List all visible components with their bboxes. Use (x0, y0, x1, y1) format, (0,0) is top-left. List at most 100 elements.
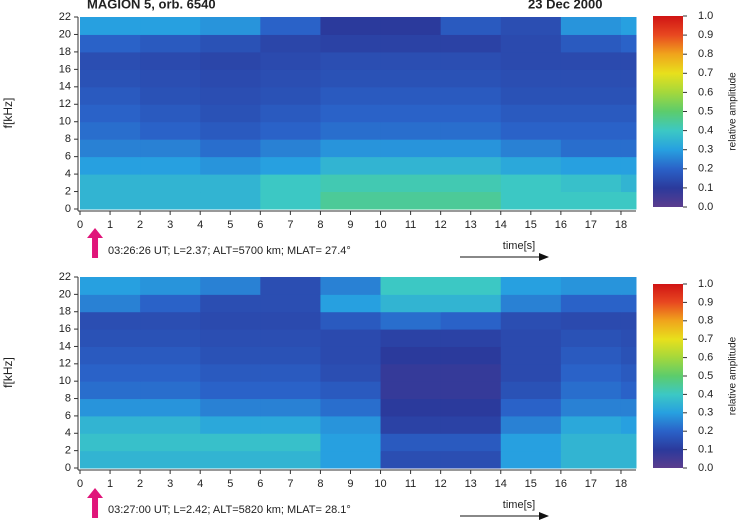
x-tick-label: 3 (167, 478, 173, 490)
x-tick-label: 0 (77, 478, 83, 490)
x-axis-label: time[s] (503, 240, 535, 252)
heatmap-cell (80, 69, 141, 88)
heatmap-cell (620, 69, 637, 88)
heatmap-cell (500, 51, 562, 70)
heatmap-cell (260, 174, 321, 193)
x-tick-label: 5 (227, 478, 233, 490)
heatmap-cell (140, 121, 201, 140)
x-tick-label: 8 (317, 219, 323, 231)
heatmap-cell (440, 104, 502, 123)
heatmap-cell (380, 139, 442, 158)
heatmap-cell (260, 346, 321, 365)
heatmap-cell (440, 329, 502, 347)
heatmap-cell (140, 311, 201, 330)
heatmap-cell (500, 174, 562, 193)
heatmap-cell (500, 34, 562, 53)
heatmap-cell (320, 156, 382, 175)
heatmap-cell (620, 86, 637, 105)
heatmap-cell (140, 450, 201, 469)
colorbar-label: relative amplitude (728, 72, 739, 151)
x-axis-label: time[s] (503, 499, 535, 511)
heatmap-cell (200, 121, 261, 140)
heatmap-cell (440, 191, 502, 210)
heatmap-cell (440, 346, 502, 365)
heatmap-cell (620, 363, 637, 382)
x-tick-label: 9 (347, 478, 353, 490)
chart-date: 23 Dec 2000 (528, 0, 602, 11)
heatmap-cell (140, 277, 201, 295)
heatmap-cell (380, 363, 442, 382)
heatmap-cell (320, 277, 382, 295)
heatmap-cell (80, 121, 141, 140)
heatmap-cell (200, 174, 261, 193)
y-axis-label: f[kHz] (1, 98, 15, 129)
heatmap-cell (320, 69, 382, 88)
y-tick-label: 22 (59, 11, 71, 23)
y-tick-label: 4 (65, 168, 71, 180)
heatmap-cell (440, 381, 502, 400)
heatmap-cell (560, 329, 622, 347)
x-tick-label: 13 (465, 219, 477, 231)
heatmap-cell (80, 398, 141, 417)
heatmap-cell (200, 415, 261, 434)
colorbar-tick-label: 0.2 (698, 425, 713, 437)
heatmap-cell (440, 311, 502, 330)
y-tick-label: 10 (59, 116, 71, 128)
heatmap-cell (200, 363, 261, 382)
heatmap-cell (440, 398, 502, 417)
heatmap-cell (620, 51, 637, 70)
heatmap-cell (560, 156, 622, 175)
x-tick-label: 11 (405, 478, 416, 490)
heatmap-cell (500, 398, 562, 417)
y-tick-label: 12 (59, 98, 71, 110)
heatmap-cell (260, 398, 321, 417)
heatmap-cell (380, 86, 442, 105)
heatmap-cell (560, 34, 622, 53)
heatmap-cell (200, 156, 261, 175)
heatmap-cell (140, 346, 201, 365)
x-tick-label: 1 (107, 478, 113, 490)
heatmap-cell (80, 329, 141, 347)
heatmap-cell (80, 191, 141, 210)
heatmap-cell (380, 277, 442, 295)
heatmap-cell (80, 450, 141, 469)
heatmap-cell (500, 139, 562, 158)
heatmap-cell (320, 381, 382, 400)
heatmap-cell (260, 34, 321, 53)
time-marker (87, 228, 104, 258)
heatmap-cell (260, 294, 321, 313)
y-tick-label: 16 (59, 63, 71, 75)
colorbar-label: relative amplitude (728, 336, 739, 415)
heatmap-cell (200, 381, 261, 400)
heatmap-cell (320, 363, 382, 382)
y-tick-label: 8 (65, 133, 71, 145)
heatmap-cell (500, 433, 562, 452)
heatmap-cell (620, 174, 637, 193)
x-tick-label: 4 (197, 478, 203, 490)
colorbar-tick-label: 1.0 (698, 10, 713, 22)
heatmap-cell (620, 294, 637, 313)
heatmap-cell (320, 346, 382, 365)
heatmap-cell (200, 277, 261, 295)
x-tick-label: 0 (77, 219, 83, 231)
heatmap-cell (260, 363, 321, 382)
x-tick-label: 2 (137, 219, 143, 231)
heatmap-cell (140, 433, 201, 452)
heatmap-cell (320, 174, 382, 193)
heatmap-cell (140, 174, 201, 193)
y-tick-label: 16 (59, 323, 71, 335)
heatmap-cell (80, 363, 141, 382)
y-tick-label: 20 (59, 288, 71, 300)
y-tick-label: 14 (59, 340, 71, 352)
heatmap-cell (440, 51, 502, 70)
heatmap-cell (380, 104, 442, 123)
y-tick-label: 18 (59, 306, 71, 318)
heatmap-cell (620, 433, 637, 452)
x-tick-label: 8 (317, 478, 323, 490)
y-tick-label: 14 (59, 81, 71, 93)
heatmap-cell (380, 311, 442, 330)
heatmap-cell (440, 139, 502, 158)
colorbar-tick-label: 0.9 (698, 29, 713, 41)
heatmap-cell (260, 69, 321, 88)
x-tick-label: 18 (615, 219, 627, 231)
